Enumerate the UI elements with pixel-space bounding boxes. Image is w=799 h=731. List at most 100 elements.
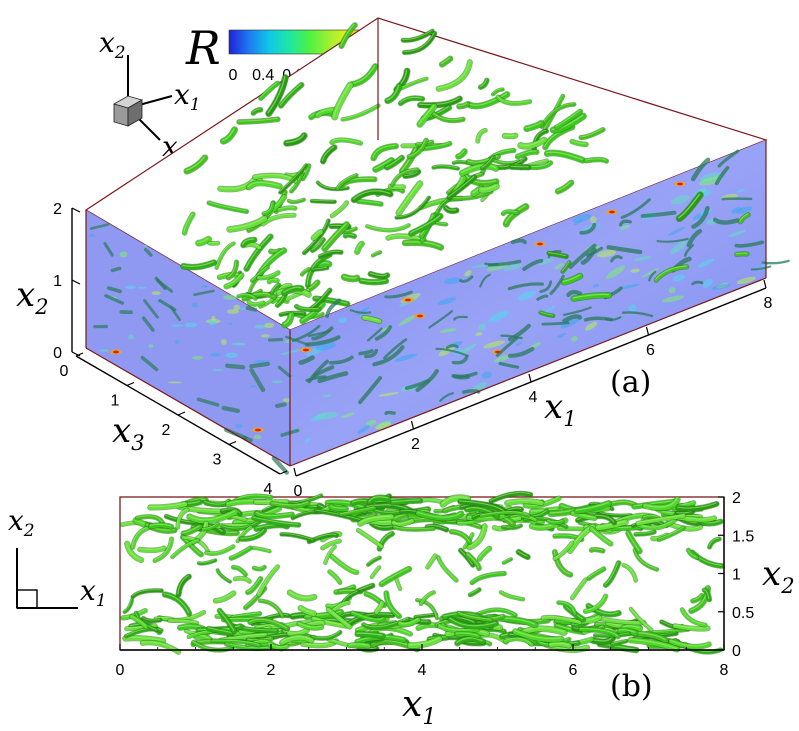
side-vortex-tube-highlight (312, 617, 346, 626)
vortex-tube (571, 292, 612, 302)
side-vortex-tube (440, 495, 471, 508)
side-vortex-tube (141, 616, 162, 623)
vortex-tube (501, 209, 519, 216)
side-vortex-tube-highlight (149, 502, 185, 508)
x2-tick (71, 207, 81, 213)
side-vortex-tube-highlight (216, 568, 230, 582)
side-vortex-tube-highlight (480, 511, 529, 516)
submerged-vortex (193, 289, 215, 297)
vortex-tube-highlight (570, 140, 587, 145)
vortex-tube (456, 101, 470, 109)
vortex-tube (265, 74, 289, 117)
plane-streak (192, 302, 199, 308)
side-vortex-tube-highlight (192, 640, 233, 650)
side-vortex-tube-highlight (557, 601, 575, 614)
submerged-vortex (620, 198, 651, 219)
side-vortex-tube (419, 590, 436, 606)
side-vortex-tube (425, 554, 437, 569)
panel-b: 0 2 4 6 800.511.52 x1 x2 (b) (116, 490, 795, 730)
plane-streak (167, 381, 182, 384)
side-vortex-tube (583, 594, 608, 614)
vortex-tube-highlight (283, 313, 292, 325)
side-vortex-tube-highlight (168, 619, 197, 623)
submerged-vortex (106, 286, 122, 294)
vortex-tube-highlight (503, 134, 516, 137)
vortex-tube-highlight (279, 164, 306, 192)
vortex-tube (207, 201, 249, 214)
side-vortex-tube-highlight (327, 608, 350, 627)
side-vortex-tube-highlight (517, 550, 528, 557)
vortex-tube-highlight (386, 84, 400, 101)
plane-streak (736, 188, 746, 193)
vortex-tube (358, 278, 389, 285)
side-vortex-tube-highlight (253, 565, 265, 569)
side-vortex-tube (367, 495, 391, 505)
side-vortex-tube-highlight (131, 527, 147, 547)
panel-a-x3-label: x (112, 411, 131, 451)
side-vortex-tube-highlight (142, 616, 161, 621)
side-vortex-tube (379, 566, 412, 587)
submerged-vortex (372, 345, 405, 367)
vortex-tube-highlight (580, 128, 603, 138)
side-vortex-tube (529, 506, 561, 515)
side-vortex-tube-highlight (490, 492, 531, 501)
vortex-tube (312, 296, 350, 307)
side-vortex-tube (280, 532, 315, 543)
side-vortex-tube (690, 593, 704, 603)
side-vortex-tube-highlight (399, 618, 418, 625)
side-vortex-tube (603, 560, 621, 588)
plane-streak (357, 424, 370, 434)
plane-streak (191, 356, 204, 360)
side-vortex-tube-highlight (232, 566, 246, 575)
vortex-tube (331, 82, 353, 120)
panel-a-x1-label: x (544, 387, 563, 427)
vortex-tube (384, 155, 405, 170)
side-vortex-tube (675, 501, 719, 512)
b-x2-tick-label: 0.5 (732, 605, 754, 622)
vortex-tube (396, 180, 423, 216)
vortex-tube (227, 216, 268, 233)
plane-streak (375, 421, 391, 430)
plane-streak (728, 229, 747, 238)
plane-hotspot-core (417, 314, 423, 318)
submerged-vortex (245, 305, 258, 312)
box-left-plane (86, 210, 290, 466)
side-vortex-tube-highlight (240, 529, 265, 539)
side-vortex-tube-highlight (288, 591, 315, 599)
side-vortex-tube-highlight (188, 510, 236, 521)
side-vortex-tube (541, 615, 582, 625)
side-vortex-tube (502, 557, 513, 565)
side-vortex-tube-highlight (380, 567, 410, 584)
side-vortex-tube (310, 630, 342, 641)
plane-streak (128, 334, 134, 340)
side-vortex-tube-highlight (375, 601, 382, 612)
plane-streak (571, 335, 578, 342)
submerged-vortex (539, 280, 553, 293)
vortex-tube (738, 212, 751, 224)
side-vortex-tube-highlight (393, 525, 434, 530)
vortex-tube-highlight (371, 251, 380, 256)
vortex-tube-highlight (677, 193, 701, 219)
side-vortex-tube-highlight (356, 632, 383, 636)
vortex-tube (318, 250, 343, 259)
side-vortex-tube-highlight (677, 502, 717, 509)
vortex-tube-highlight (228, 217, 265, 230)
vortex-tube-highlight (545, 151, 583, 161)
side-vortex-tube-highlight (149, 523, 172, 527)
vortex-isosurfaces-3d (89, 22, 790, 475)
x1-tick-label: 0 (294, 483, 303, 500)
side-vortex-tube-highlight (177, 575, 189, 595)
side-vortex-tube-highlight (340, 506, 375, 514)
vortex-tube-highlight (479, 79, 487, 87)
side-vortex-tube (175, 508, 189, 530)
vortex-tube-highlight (548, 252, 567, 257)
vortex-tube (408, 213, 443, 237)
side-vortex-tube-highlight (450, 530, 470, 542)
plane-hotspot-core (609, 210, 615, 214)
vortex-tube-highlight (300, 267, 309, 274)
side-vortex-tube-highlight (408, 637, 440, 646)
vortex-tube (435, 221, 448, 226)
submerged-vortex (307, 359, 330, 384)
submerged-vortex (691, 280, 704, 286)
submerged-vortex (580, 247, 597, 265)
